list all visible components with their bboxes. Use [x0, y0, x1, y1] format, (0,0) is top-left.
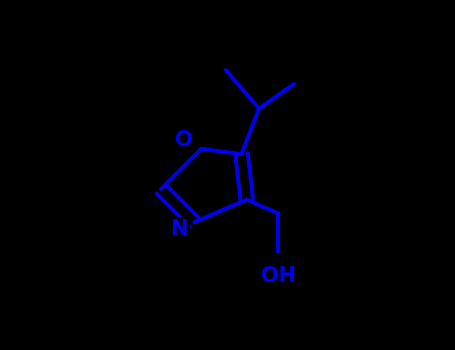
Text: N: N — [170, 219, 187, 239]
Text: O: O — [175, 130, 192, 150]
Text: OH: OH — [261, 266, 296, 287]
